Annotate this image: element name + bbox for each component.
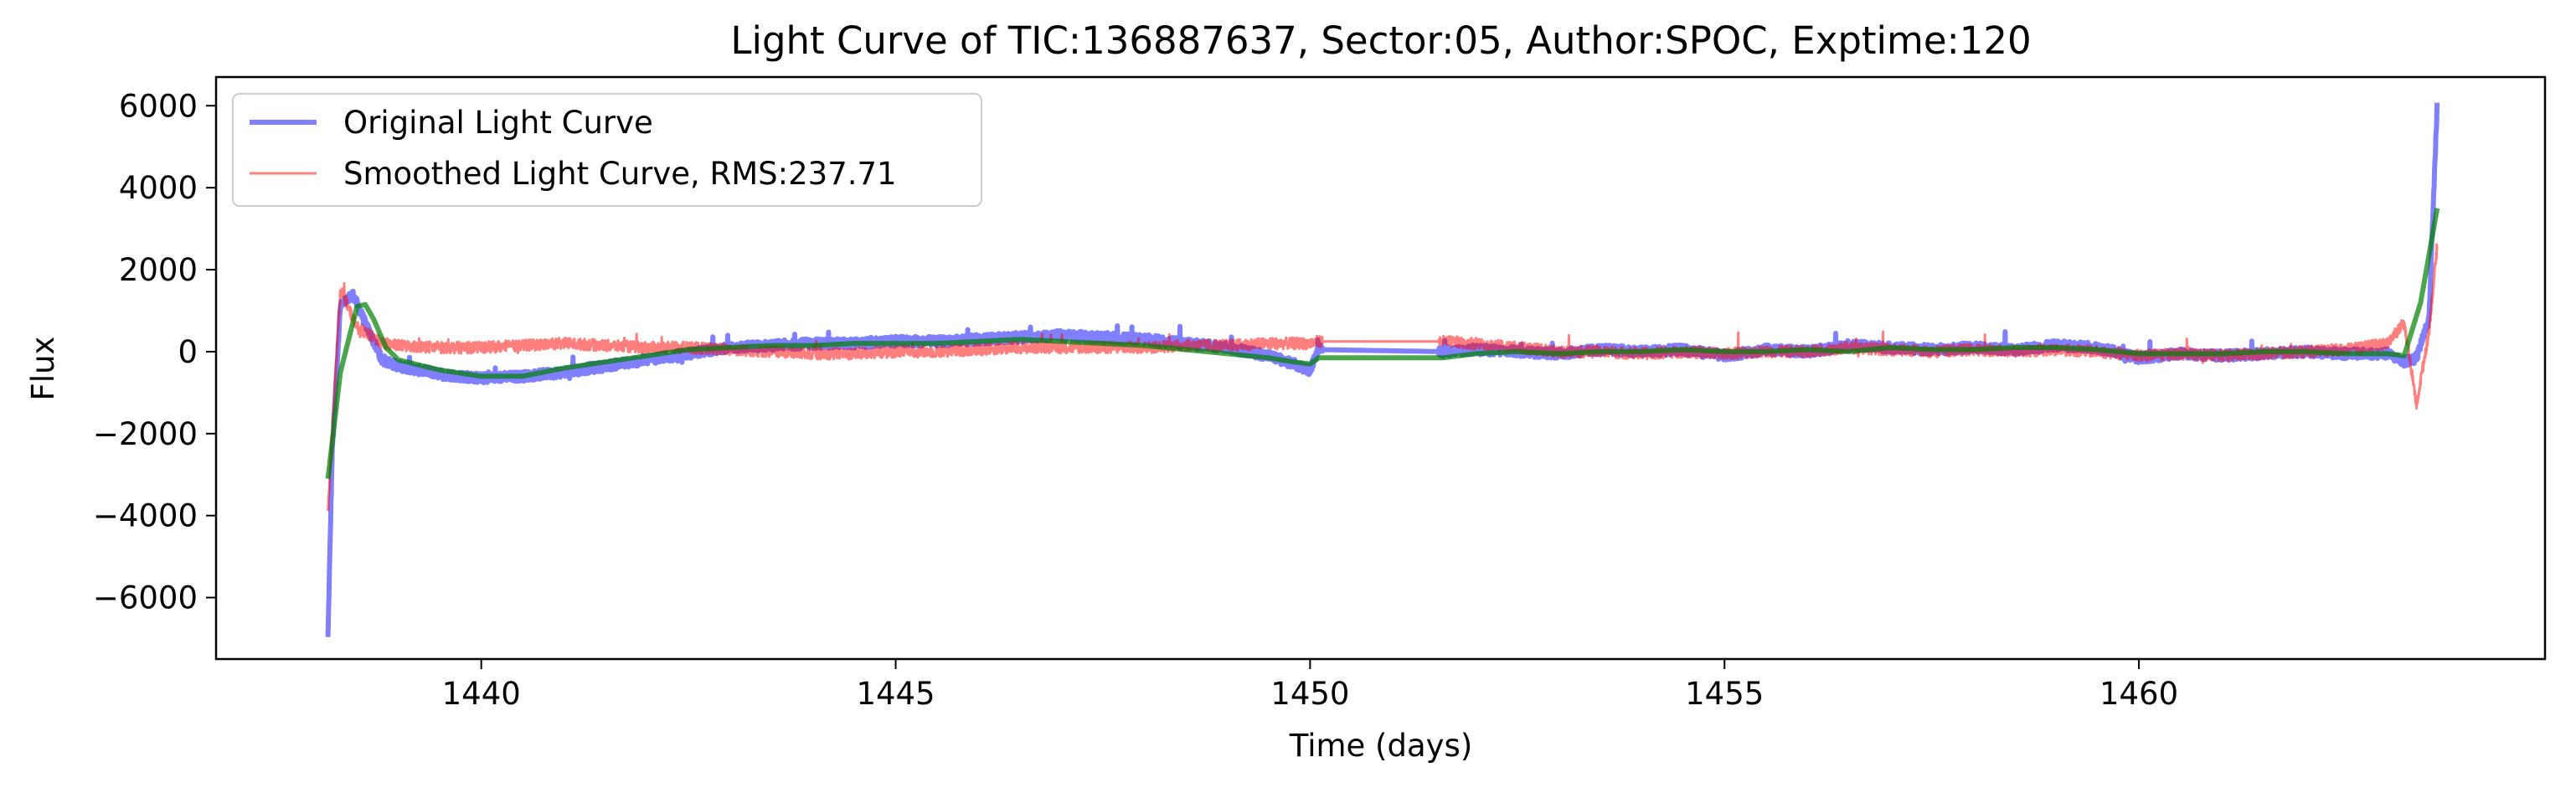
legend-label-original: Original Light Curve — [343, 105, 653, 141]
y-axis-label: Flux — [25, 337, 61, 401]
y-tick-label: 4000 — [119, 170, 198, 206]
x-tick-label: 1445 — [856, 676, 935, 712]
y-axis: −6000 −4000 −2000 0 2000 4000 6000 — [93, 88, 216, 616]
y-tick-label: −2000 — [93, 416, 198, 452]
legend-label-smoothed: Smoothed Light Curve, RMS:237.71 — [343, 156, 897, 192]
series-trend-line — [325, 208, 2440, 479]
chart-title: Light Curve of TIC:136887637, Sector:05,… — [730, 18, 2031, 63]
legend: Original Light Curve Smoothed Light Curv… — [232, 93, 982, 207]
x-axis: 1440 1445 1450 1455 1460 — [442, 659, 2178, 712]
y-tick-label: 0 — [178, 334, 198, 370]
plot-frame — [214, 75, 2547, 661]
x-tick-label: 1455 — [1685, 676, 1764, 712]
y-tick-label: −4000 — [93, 498, 198, 534]
legend-box — [232, 93, 982, 207]
x-tick-label: 1450 — [1270, 676, 1349, 712]
y-tick-label: 2000 — [119, 252, 198, 288]
y-tick-label: 6000 — [119, 88, 198, 124]
x-tick-label: 1440 — [442, 676, 521, 712]
y-tick-label: −6000 — [93, 580, 198, 616]
series-layer — [325, 102, 2440, 637]
x-tick-label: 1460 — [2099, 676, 2178, 712]
x-axis-label: Time (days) — [1289, 728, 1473, 764]
